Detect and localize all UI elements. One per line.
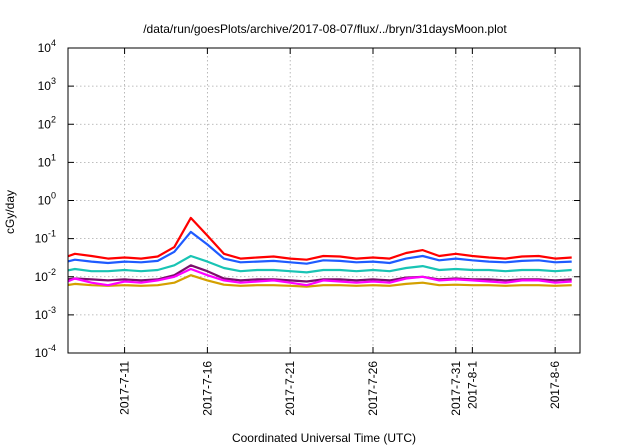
series-line [68,254,572,274]
series-line [68,216,572,261]
y-tick-label: 104 [38,38,56,55]
axes: 10-4 10-3 10-2 10-1 100 101 102 103 104 2017-7-11… [35,38,580,416]
plot-area [68,216,572,288]
y-tick-label: 10-4 [35,343,56,360]
y-tick-label: 10-2 [35,267,56,284]
series-layer [68,216,572,288]
x-tick-label: 2017-7-26 [366,361,380,416]
x-tick-label: 2017-7-21 [283,361,297,416]
series-line [68,230,572,265]
y-tick-label: 10-3 [35,305,56,322]
y-axis-label: cGy/day [3,190,17,234]
x-tick-label: 2017-7-31 [449,361,463,416]
series-line [68,267,572,287]
y-tick-label: 100 [38,191,56,208]
x-tick-label: 2017-7-16 [200,361,214,416]
chart-title: /data/run/goesPlots/archive/2017-08-07/f… [143,22,507,36]
x-tick-label: 2017-8-1 [465,361,479,409]
series-line [68,264,572,283]
x-tick-label: 2017-7-11 [118,361,132,415]
x-tick-label: 2017-8-6 [548,361,562,409]
plot-frame [67,47,581,354]
series-line [68,274,572,288]
grid [68,48,580,353]
x-axis-label: Coordinated Universal Time (UTC) [232,431,416,445]
y-tick-label: 103 [38,76,56,93]
y-tick-label: 10-1 [35,229,56,246]
y-tick-label: 102 [38,114,56,131]
y-tick-label: 101 [38,152,56,169]
